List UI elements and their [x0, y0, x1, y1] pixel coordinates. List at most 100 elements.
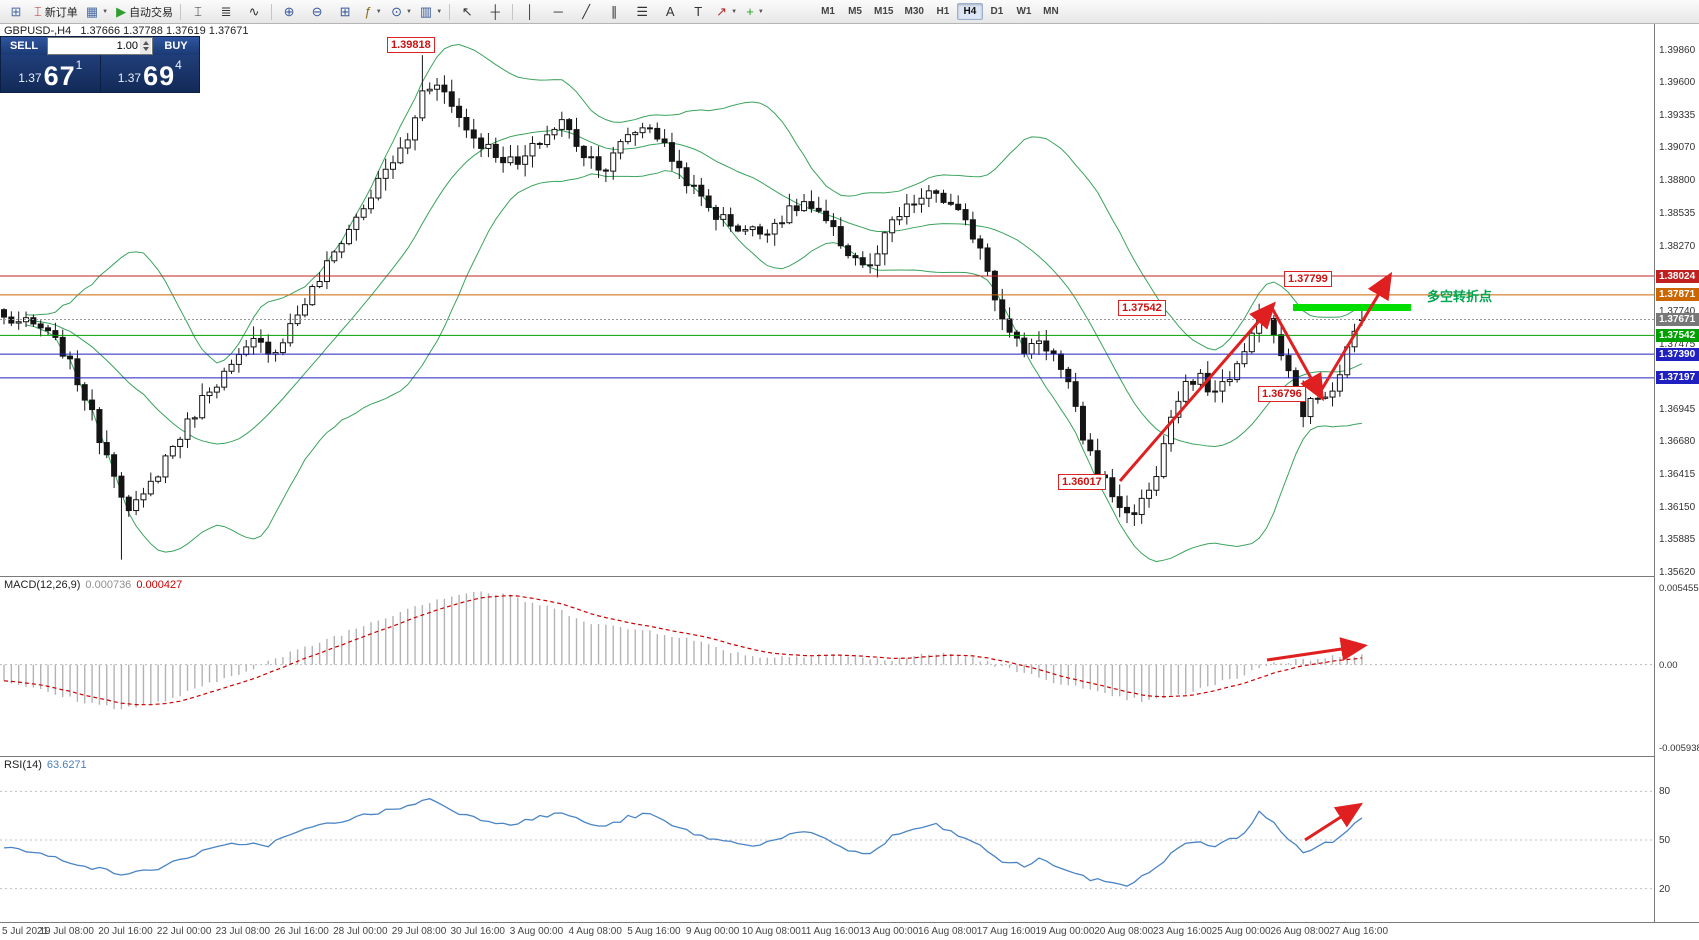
timeframe-h4[interactable]: H4: [956, 3, 983, 20]
sell-price[interactable]: 1.37 67 1: [1, 55, 100, 92]
autotrading-label: 自动交易: [129, 6, 174, 19]
date-label: 19 Aug 00:00: [1035, 926, 1095, 937]
date-label: 20 Jul 16:00: [98, 926, 153, 937]
macd-indicator-name: MACD(12,26,9): [4, 579, 81, 591]
macd-label: MACD(12,26,9) 0.000736 0.000427: [4, 579, 182, 591]
macd-signal-line: [3, 595, 1362, 706]
current-price-badge: 1.37671: [1656, 312, 1699, 326]
price-tick: 1.36945: [1659, 403, 1696, 415]
date-label: 9 Aug 00:00: [685, 926, 740, 937]
rsi-canvas[interactable]: [0, 757, 1654, 922]
toolbar-new-order[interactable]: ⌶ 新订单: [30, 1, 82, 23]
new-chart-icon: ⊞: [10, 4, 22, 19]
buy-price-prefix: 1.37: [117, 71, 142, 85]
price-tick: 1.38270: [1659, 240, 1696, 252]
toolbar-autotrading[interactable]: ▶ 自动交易: [112, 1, 177, 23]
toolbar-new-chart[interactable]: ⊞: [2, 1, 30, 23]
timeframe-m15[interactable]: M15: [874, 6, 894, 17]
main-chart-canvas[interactable]: [0, 24, 1654, 576]
toolbar-zoom-in[interactable]: ⊕: [275, 1, 303, 23]
macd-canvas[interactable]: [0, 577, 1654, 756]
chart-header: GBPUSD-,H4 1.37666 1.37788 1.37619 1.376…: [4, 25, 255, 37]
rsi-level-label: 80: [1659, 786, 1671, 798]
toolbar-line-chart[interactable]: ∿: [240, 1, 268, 23]
candlestick-chart-icon: ⌶: [194, 4, 202, 19]
rsi-level-label: 50: [1659, 835, 1671, 846]
timeframe-d1[interactable]: D1: [990, 6, 1004, 17]
toolbar-label-tool[interactable]: T: [684, 1, 712, 23]
toolbar-separator: [271, 3, 273, 20]
date-label: 26 Jul 16:00: [274, 926, 329, 937]
stepper-down-icon[interactable]: [142, 47, 149, 51]
one-click-trading-panel: SELL 1.00 BUY 1.37 67 1 1.37 69 4: [0, 36, 200, 93]
timeframe-m30[interactable]: M30: [904, 6, 924, 17]
price-level-badge: 1.37542: [1656, 328, 1699, 342]
zoom-in-icon: ⊕: [283, 4, 295, 19]
line-chart-icon: ∿: [248, 4, 260, 19]
toolbar-bar-chart[interactable]: ≣: [212, 1, 240, 23]
macd-pane[interactable]: MACD(12,26,9) 0.000736 0.000427: [0, 576, 1654, 756]
toolbar-templates-menu[interactable]: ▥ ▼: [416, 1, 446, 23]
timeframe-h1[interactable]: H1: [936, 6, 950, 17]
toolbar-shapes-tool[interactable]: + ▼: [741, 1, 769, 23]
buy-price[interactable]: 1.37 69 4: [99, 55, 200, 92]
chart-ohlc-values: 1.37666 1.37788 1.37619 1.37671: [80, 25, 249, 37]
toolbar-charts-menu[interactable]: ▦ ▼: [82, 1, 112, 23]
stepper-up-icon[interactable]: [142, 41, 149, 45]
toolbar-trendline-tool[interactable]: ╱: [572, 1, 600, 23]
horizontal-line-tool-icon: ─: [553, 4, 563, 19]
macd-axis-label: 0.005455: [1659, 583, 1699, 594]
price-axis[interactable]: 1.39860 1.39600 1.39335 1.39070 1.38800 1.385…: [1654, 24, 1699, 922]
toolbar-text-tool[interactable]: A: [656, 1, 684, 23]
sell-price-prefix: 1.37: [18, 71, 42, 85]
periods-menu-icon: ⊙: [391, 4, 402, 19]
indicators-icon: ƒ: [364, 4, 372, 19]
toolbar-arrows-tool[interactable]: ↗ ▼: [712, 1, 741, 23]
toolbar-crosshair[interactable]: ┼: [481, 1, 509, 23]
date-label: 5 Jul 2021: [2, 926, 49, 937]
buy-price-big: 69: [143, 61, 176, 91]
caret-down-icon: ▼: [102, 8, 109, 15]
timeframe-mn[interactable]: MN: [1043, 6, 1059, 17]
toolbar-separator: [512, 3, 514, 20]
caret-down-icon: ▼: [757, 8, 764, 15]
toolbar-zoom-out[interactable]: ⊖: [303, 1, 331, 23]
toolbar-vertical-line-tool[interactable]: │: [516, 1, 544, 23]
caret-down-icon: ▼: [436, 8, 443, 15]
fibonacci-tool-icon: ☰: [636, 4, 648, 19]
timeframe-m1[interactable]: M1: [821, 6, 835, 17]
buy-button[interactable]: BUY: [153, 37, 199, 55]
toolbar-periods-menu[interactable]: ⊙ ▼: [387, 1, 416, 23]
toolbar-candlestick-chart[interactable]: ⌶: [184, 1, 212, 23]
price-tick: 1.38800: [1659, 175, 1696, 187]
charts-menu-icon: ▦: [85, 4, 99, 19]
date-axis[interactable]: 5 Jul 2021 19 Jul 08:00 20 Jul 16:00 22 Jul…: [0, 922, 1699, 940]
toolbar-channel-tool[interactable]: ∥: [600, 1, 628, 23]
rsi-pane[interactable]: RSI(14) 63.6271: [0, 756, 1654, 922]
toolbar-indicators[interactable]: ƒ ▼: [359, 1, 387, 23]
toolbar-tile-windows[interactable]: ⊞: [331, 1, 359, 23]
bollinger-bands: [25, 44, 1363, 563]
price-tick: 1.37740: [1659, 305, 1696, 317]
timeframe-w1[interactable]: W1: [1016, 6, 1032, 17]
main-chart-pane[interactable]: GBPUSD-,H4 1.37666 1.37788 1.37619 1.376…: [0, 24, 1654, 576]
date-label: 23 Aug 16:00: [1152, 926, 1212, 937]
toolbar-separator: [449, 3, 451, 20]
toolbar-horizontal-line-tool[interactable]: ─: [544, 1, 572, 23]
sell-button[interactable]: SELL: [1, 37, 47, 55]
volume-input[interactable]: 1.00: [47, 37, 153, 55]
date-label: 22 Jul 00:00: [156, 926, 212, 937]
price-tick: 1.39335: [1659, 109, 1696, 121]
toolbar-fibonacci-tool[interactable]: ☰: [628, 1, 656, 23]
price-tick: 1.38535: [1659, 208, 1696, 220]
date-label: 5 Aug 16:00: [627, 926, 681, 937]
date-label: 3 Aug 00:00: [509, 926, 564, 937]
volume-stepper[interactable]: [140, 38, 151, 54]
timeframe-m5[interactable]: M5: [848, 6, 862, 17]
price-tick: 1.39860: [1659, 45, 1696, 56]
toolbar-cursor[interactable]: ↖: [453, 1, 481, 23]
date-label: 19 Jul 08:00: [39, 926, 94, 937]
date-label: 10 Aug 08:00: [741, 926, 801, 937]
price-tick: 1.36680: [1659, 436, 1696, 448]
caret-down-icon: ▼: [375, 8, 382, 15]
